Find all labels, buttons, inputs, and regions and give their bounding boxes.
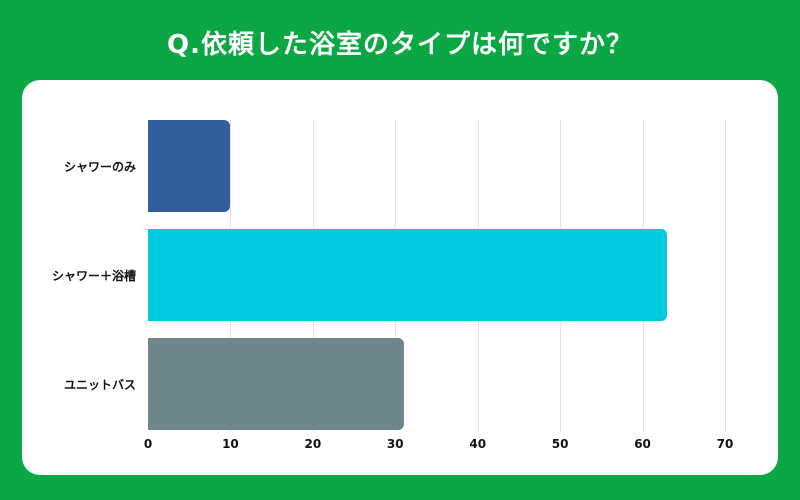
x-tick-label: 40 — [469, 437, 487, 451]
x-tick-label: 0 — [143, 437, 153, 451]
category-label: ユニットバス — [63, 378, 136, 392]
x-tick-label: 70 — [716, 437, 734, 451]
x-tick-label: 30 — [386, 437, 404, 451]
bar-shower-only — [148, 120, 231, 212]
category-label: シャワー＋浴槽 — [51, 269, 136, 283]
chart-title: Q.依頼した浴室のタイプは何ですか？ — [167, 30, 633, 60]
x-tick-label: 10 — [222, 437, 239, 451]
x-tick-label: 50 — [551, 437, 569, 451]
category-label: シャワーのみ — [63, 160, 136, 174]
bar-unit-bath — [148, 338, 404, 430]
gridline — [725, 120, 726, 432]
x-tick-label: 60 — [634, 437, 651, 451]
x-tick-label: 20 — [304, 437, 322, 451]
bar-shower-bathtub — [148, 229, 668, 321]
